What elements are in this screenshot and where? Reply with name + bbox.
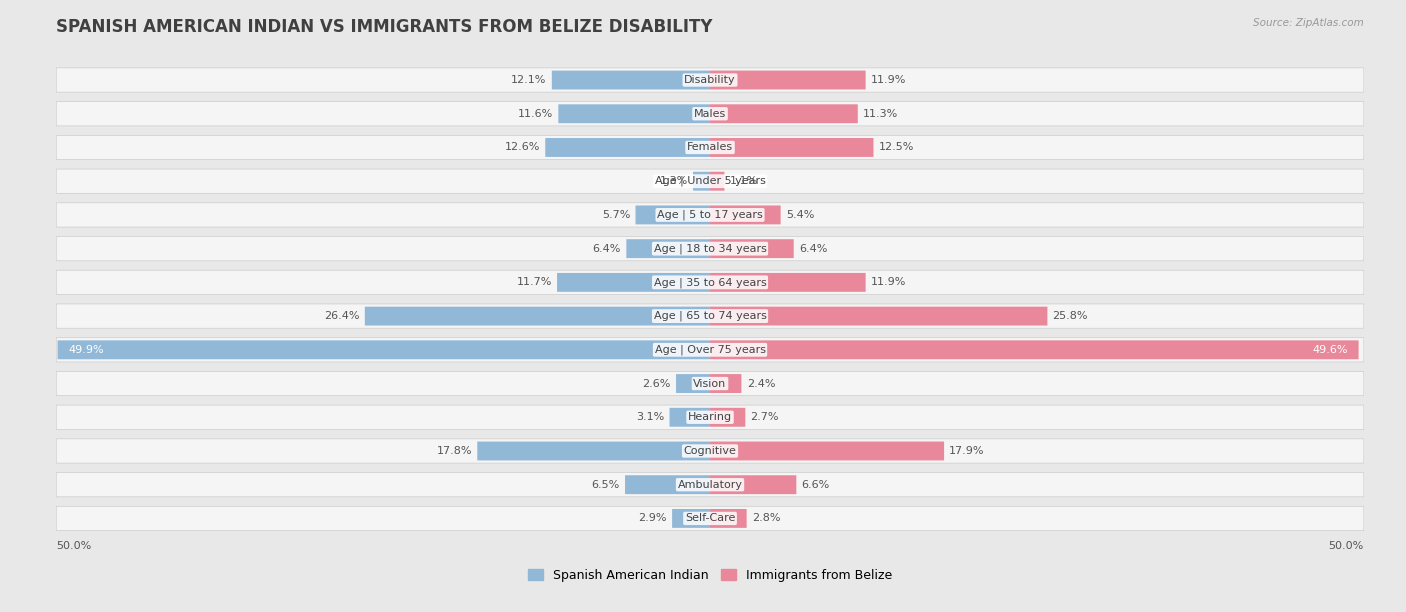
FancyBboxPatch shape [672,509,710,528]
Text: 17.8%: 17.8% [436,446,472,456]
FancyBboxPatch shape [710,70,866,89]
FancyBboxPatch shape [477,441,710,460]
FancyBboxPatch shape [676,374,710,393]
Text: 2.7%: 2.7% [751,412,779,422]
FancyBboxPatch shape [710,206,780,225]
Text: 11.6%: 11.6% [517,109,553,119]
Text: 1.1%: 1.1% [730,176,758,186]
Text: 50.0%: 50.0% [1329,541,1364,551]
Text: 26.4%: 26.4% [325,311,360,321]
FancyBboxPatch shape [56,135,1364,160]
FancyBboxPatch shape [56,271,1364,294]
Text: Age | Under 5 years: Age | Under 5 years [655,176,765,187]
Text: 6.4%: 6.4% [593,244,621,253]
FancyBboxPatch shape [710,172,724,191]
FancyBboxPatch shape [364,307,710,326]
FancyBboxPatch shape [56,439,1364,463]
FancyBboxPatch shape [710,509,747,528]
Text: 50.0%: 50.0% [56,541,91,551]
Text: Females: Females [688,143,733,152]
Text: Males: Males [695,109,725,119]
Text: 6.4%: 6.4% [799,244,827,253]
Text: 12.6%: 12.6% [505,143,540,152]
FancyBboxPatch shape [56,102,1364,126]
FancyBboxPatch shape [669,408,710,427]
FancyBboxPatch shape [710,441,943,460]
FancyBboxPatch shape [710,104,858,123]
FancyBboxPatch shape [58,340,710,359]
Text: SPANISH AMERICAN INDIAN VS IMMIGRANTS FROM BELIZE DISABILITY: SPANISH AMERICAN INDIAN VS IMMIGRANTS FR… [56,18,713,36]
Text: 6.6%: 6.6% [801,480,830,490]
FancyBboxPatch shape [626,239,710,258]
FancyBboxPatch shape [710,408,745,427]
FancyBboxPatch shape [551,70,710,89]
Text: Age | 35 to 64 years: Age | 35 to 64 years [654,277,766,288]
FancyBboxPatch shape [636,206,710,225]
Text: Age | Over 75 years: Age | Over 75 years [655,345,765,355]
Text: Vision: Vision [693,379,727,389]
FancyBboxPatch shape [56,304,1364,328]
Text: 49.9%: 49.9% [67,345,104,355]
FancyBboxPatch shape [56,405,1364,430]
FancyBboxPatch shape [626,476,710,494]
Text: 17.9%: 17.9% [949,446,984,456]
FancyBboxPatch shape [710,239,794,258]
Legend: Spanish American Indian, Immigrants from Belize: Spanish American Indian, Immigrants from… [523,564,897,587]
Text: Source: ZipAtlas.com: Source: ZipAtlas.com [1253,18,1364,28]
Text: 2.9%: 2.9% [638,513,666,523]
FancyBboxPatch shape [558,104,710,123]
Text: 11.3%: 11.3% [863,109,898,119]
Text: 12.5%: 12.5% [879,143,914,152]
Text: Disability: Disability [685,75,735,85]
FancyBboxPatch shape [56,371,1364,396]
Text: 2.8%: 2.8% [752,513,780,523]
FancyBboxPatch shape [693,172,710,191]
Text: Hearing: Hearing [688,412,733,422]
Text: 11.9%: 11.9% [870,277,907,288]
Text: 5.4%: 5.4% [786,210,814,220]
Text: Age | 18 to 34 years: Age | 18 to 34 years [654,244,766,254]
Text: 6.5%: 6.5% [592,480,620,490]
Text: Age | 5 to 17 years: Age | 5 to 17 years [657,210,763,220]
Text: 11.7%: 11.7% [516,277,551,288]
Text: 1.3%: 1.3% [659,176,688,186]
FancyBboxPatch shape [56,472,1364,497]
Text: Self-Care: Self-Care [685,513,735,523]
FancyBboxPatch shape [56,338,1364,362]
FancyBboxPatch shape [56,203,1364,227]
Text: 2.4%: 2.4% [747,379,775,389]
Text: Cognitive: Cognitive [683,446,737,456]
FancyBboxPatch shape [56,68,1364,92]
Text: 5.7%: 5.7% [602,210,630,220]
FancyBboxPatch shape [710,307,1047,326]
Text: 12.1%: 12.1% [512,75,547,85]
Text: 11.9%: 11.9% [870,75,907,85]
FancyBboxPatch shape [557,273,710,292]
FancyBboxPatch shape [710,138,873,157]
FancyBboxPatch shape [710,374,741,393]
Text: Ambulatory: Ambulatory [678,480,742,490]
Text: 2.6%: 2.6% [643,379,671,389]
Text: Age | 65 to 74 years: Age | 65 to 74 years [654,311,766,321]
Text: 3.1%: 3.1% [636,412,664,422]
Text: 25.8%: 25.8% [1053,311,1088,321]
FancyBboxPatch shape [710,340,1358,359]
FancyBboxPatch shape [546,138,710,157]
Text: 49.6%: 49.6% [1313,345,1348,355]
FancyBboxPatch shape [56,506,1364,531]
FancyBboxPatch shape [710,273,866,292]
FancyBboxPatch shape [56,169,1364,193]
FancyBboxPatch shape [710,476,796,494]
FancyBboxPatch shape [56,236,1364,261]
